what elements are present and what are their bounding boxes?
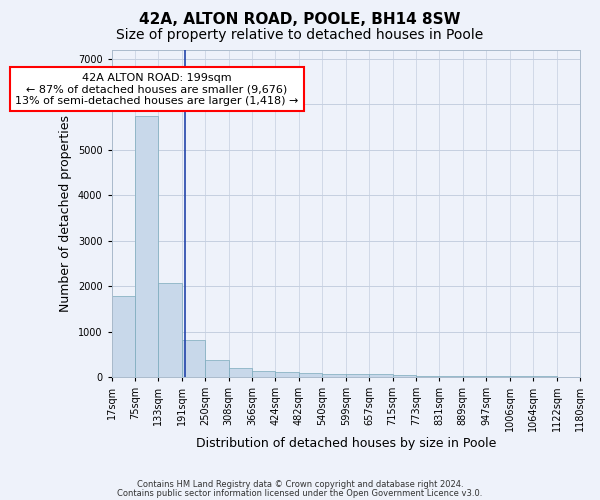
- Bar: [112, 296, 135, 377]
- Text: 42A ALTON ROAD: 199sqm
← 87% of detached houses are smaller (9,676)
13% of semi-: 42A ALTON ROAD: 199sqm ← 87% of detached…: [16, 72, 299, 106]
- Bar: [182, 340, 205, 377]
- Bar: [275, 372, 299, 377]
- X-axis label: Distribution of detached houses by size in Poole: Distribution of detached houses by size …: [196, 437, 496, 450]
- Bar: [510, 376, 533, 377]
- Bar: [205, 360, 229, 377]
- Bar: [135, 116, 158, 377]
- Bar: [158, 284, 182, 377]
- Text: Contains HM Land Registry data © Crown copyright and database right 2024.: Contains HM Land Registry data © Crown c…: [137, 480, 463, 489]
- Bar: [463, 376, 486, 377]
- Text: Size of property relative to detached houses in Poole: Size of property relative to detached ho…: [116, 28, 484, 42]
- Bar: [416, 376, 439, 377]
- Text: Contains public sector information licensed under the Open Government Licence v3: Contains public sector information licen…: [118, 488, 482, 498]
- Bar: [486, 376, 510, 377]
- Bar: [229, 368, 252, 377]
- Bar: [439, 376, 463, 377]
- Bar: [392, 374, 416, 377]
- Bar: [299, 372, 322, 377]
- Bar: [346, 374, 370, 377]
- Text: 42A, ALTON ROAD, POOLE, BH14 8SW: 42A, ALTON ROAD, POOLE, BH14 8SW: [139, 12, 461, 28]
- Bar: [252, 371, 275, 377]
- Bar: [370, 374, 392, 377]
- Y-axis label: Number of detached properties: Number of detached properties: [59, 115, 72, 312]
- Bar: [322, 374, 346, 377]
